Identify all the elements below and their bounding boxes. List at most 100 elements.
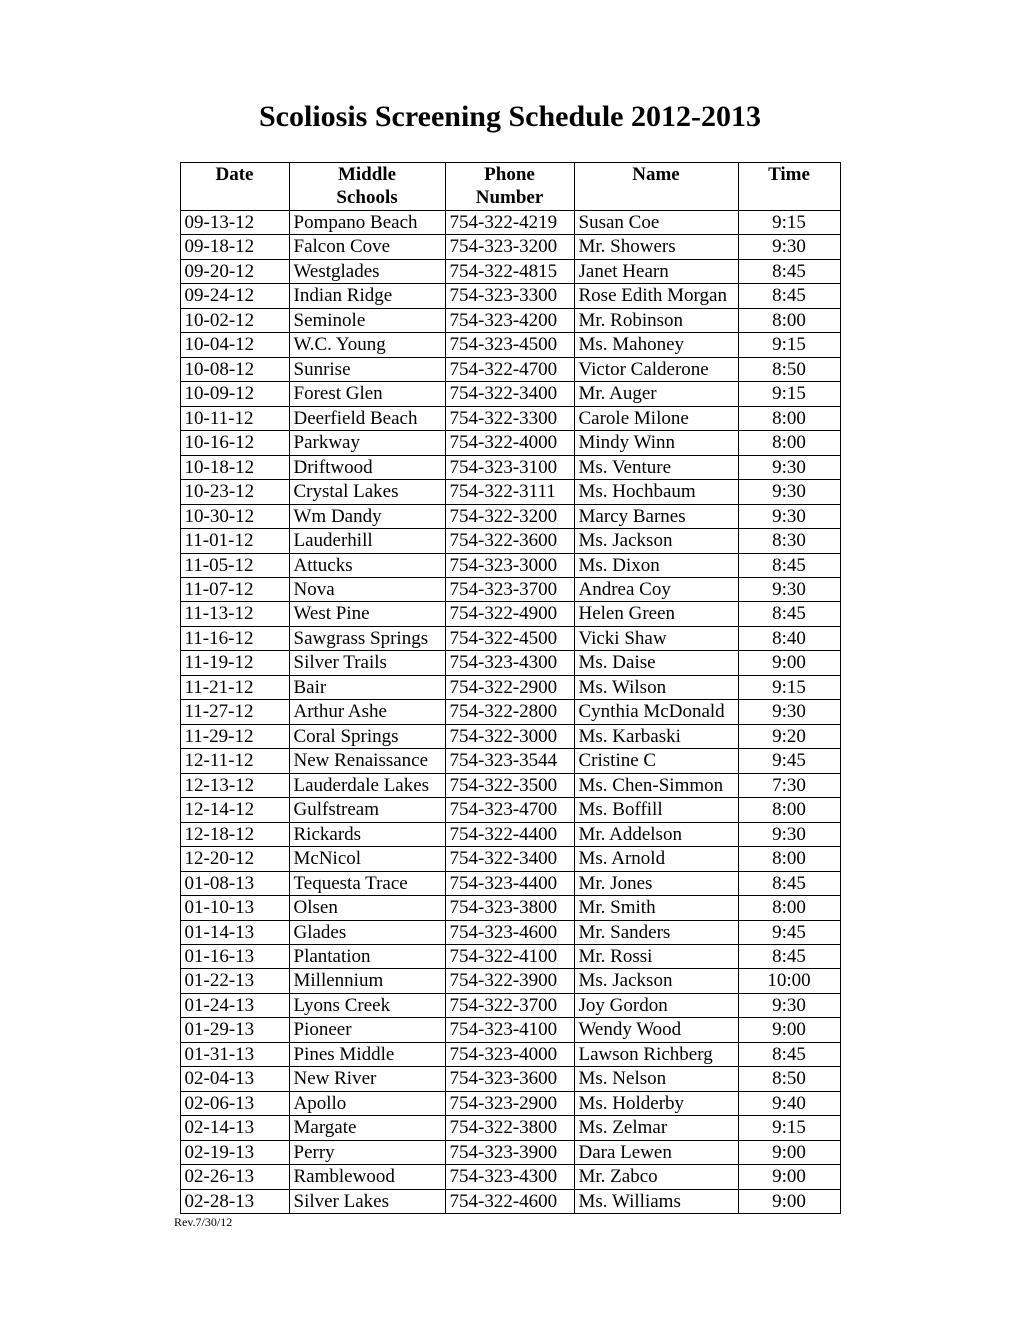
cell-name: Ms. Dixon	[574, 553, 738, 577]
cell-school: West Pine	[289, 602, 445, 626]
cell-time: 8:00	[738, 847, 840, 871]
cell-school: Indian Ridge	[289, 284, 445, 308]
cell-school: Seminole	[289, 308, 445, 332]
col-header-name: Name	[574, 163, 738, 211]
cell-name: Ms. Hochbaum	[574, 480, 738, 504]
cell-name: Ms. Boffill	[574, 798, 738, 822]
cell-school: Arthur Ashe	[289, 700, 445, 724]
cell-time: 10:00	[738, 969, 840, 993]
cell-date: 10-04-12	[180, 333, 289, 357]
cell-school: Westglades	[289, 259, 445, 283]
cell-name: Ms. Daise	[574, 651, 738, 675]
cell-school: W.C. Young	[289, 333, 445, 357]
table-row: 10-02-12Seminole754-323-4200Mr. Robinson…	[180, 308, 840, 332]
cell-name: Vicki Shaw	[574, 626, 738, 650]
cell-school: McNicol	[289, 847, 445, 871]
cell-phone: 754-323-3000	[445, 553, 574, 577]
table-row: 02-28-13Silver Lakes754-322-4600Ms. Will…	[180, 1189, 840, 1213]
cell-school: Pioneer	[289, 1018, 445, 1042]
cell-school: Pompano Beach	[289, 210, 445, 234]
cell-time: 8:45	[738, 1042, 840, 1066]
cell-school: Margate	[289, 1116, 445, 1140]
cell-name: Mr. Robinson	[574, 308, 738, 332]
cell-time: 9:00	[738, 1189, 840, 1213]
table-row: 09-18-12Falcon Cove754-323-3200Mr. Showe…	[180, 235, 840, 259]
cell-name: Joy Gordon	[574, 993, 738, 1017]
table-row: 02-06-13Apollo754-323-2900Ms. Holderby9:…	[180, 1091, 840, 1115]
cell-phone: 754-323-3200	[445, 235, 574, 259]
cell-name: Ms. Zelmar	[574, 1116, 738, 1140]
table-row: 11-13-12West Pine754-322-4900Helen Green…	[180, 602, 840, 626]
cell-name: Marcy Barnes	[574, 504, 738, 528]
cell-time: 7:30	[738, 773, 840, 797]
cell-date: 12-20-12	[180, 847, 289, 871]
cell-time: 8:30	[738, 529, 840, 553]
cell-date: 12-18-12	[180, 822, 289, 846]
table-row: 01-31-13Pines Middle754-323-4000Lawson R…	[180, 1042, 840, 1066]
table-row: 11-21-12Bair754-322-2900Ms. Wilson9:15	[180, 675, 840, 699]
cell-date: 09-18-12	[180, 235, 289, 259]
cell-school: Parkway	[289, 431, 445, 455]
cell-name: Mr. Smith	[574, 896, 738, 920]
cell-phone: 754-322-4500	[445, 626, 574, 650]
cell-time: 9:30	[738, 455, 840, 479]
table-head: Date Middle Phone Name Time Schools Numb…	[180, 163, 840, 211]
cell-phone: 754-323-3700	[445, 577, 574, 601]
cell-school: Plantation	[289, 945, 445, 969]
cell-time: 9:00	[738, 1165, 840, 1189]
cell-time: 9:30	[738, 993, 840, 1017]
cell-phone: 754-323-3300	[445, 284, 574, 308]
cell-name: Janet Hearn	[574, 259, 738, 283]
cell-time: 8:00	[738, 308, 840, 332]
cell-date: 11-21-12	[180, 675, 289, 699]
table-row: 11-07-12Nova754-323-3700Andrea Coy9:30	[180, 577, 840, 601]
cell-time: 9:30	[738, 577, 840, 601]
cell-time: 8:50	[738, 357, 840, 381]
cell-time: 8:45	[738, 945, 840, 969]
cell-phone: 754-323-3544	[445, 749, 574, 773]
table-row: 01-14-13Glades754-323-4600Mr. Sanders9:4…	[180, 920, 840, 944]
cell-name: Ms. Jackson	[574, 969, 738, 993]
cell-school: Falcon Cove	[289, 235, 445, 259]
cell-school: Sawgrass Springs	[289, 626, 445, 650]
cell-date: 10-02-12	[180, 308, 289, 332]
cell-school: Silver Trails	[289, 651, 445, 675]
table-row: 01-10-13Olsen754-323-3800Mr. Smith8:00	[180, 896, 840, 920]
cell-date: 10-16-12	[180, 431, 289, 455]
cell-time: 8:45	[738, 259, 840, 283]
table-row: 01-08-13Tequesta Trace754-323-4400Mr. Jo…	[180, 871, 840, 895]
cell-name: Mr. Addelson	[574, 822, 738, 846]
table-row: 09-13-12Pompano Beach754-322-4219Susan C…	[180, 210, 840, 234]
cell-school: Pines Middle	[289, 1042, 445, 1066]
cell-date: 10-08-12	[180, 357, 289, 381]
cell-phone: 754-322-3111	[445, 480, 574, 504]
cell-time: 9:15	[738, 1116, 840, 1140]
cell-time: 8:00	[738, 431, 840, 455]
cell-school: Silver Lakes	[289, 1189, 445, 1213]
table-row: 10-08-12Sunrise754-322-4700Victor Calder…	[180, 357, 840, 381]
cell-date: 12-11-12	[180, 749, 289, 773]
table-row: 10-11-12Deerfield Beach754-322-3300Carol…	[180, 406, 840, 430]
cell-name: Carole Milone	[574, 406, 738, 430]
cell-time: 9:30	[738, 480, 840, 504]
cell-time: 9:15	[738, 382, 840, 406]
cell-time: 9:20	[738, 724, 840, 748]
cell-name: Victor Calderone	[574, 357, 738, 381]
col-header-phone1: Phone	[445, 163, 574, 187]
cell-phone: 754-322-4000	[445, 431, 574, 455]
table-row: 01-16-13Plantation754-322-4100Mr. Rossi8…	[180, 945, 840, 969]
cell-date: 01-08-13	[180, 871, 289, 895]
cell-phone: 754-322-3000	[445, 724, 574, 748]
cell-phone: 754-322-3200	[445, 504, 574, 528]
table-row: 11-29-12Coral Springs754-322-3000Ms. Kar…	[180, 724, 840, 748]
cell-school: Sunrise	[289, 357, 445, 381]
cell-name: Susan Coe	[574, 210, 738, 234]
cell-name: Mr. Showers	[574, 235, 738, 259]
cell-time: 9:00	[738, 651, 840, 675]
table-row: 02-26-13Ramblewood754-323-4300Mr. Zabco9…	[180, 1165, 840, 1189]
cell-time: 9:30	[738, 504, 840, 528]
cell-date: 02-14-13	[180, 1116, 289, 1140]
cell-name: Cynthia McDonald	[574, 700, 738, 724]
col-header-time: Time	[738, 163, 840, 211]
cell-school: New Renaissance	[289, 749, 445, 773]
